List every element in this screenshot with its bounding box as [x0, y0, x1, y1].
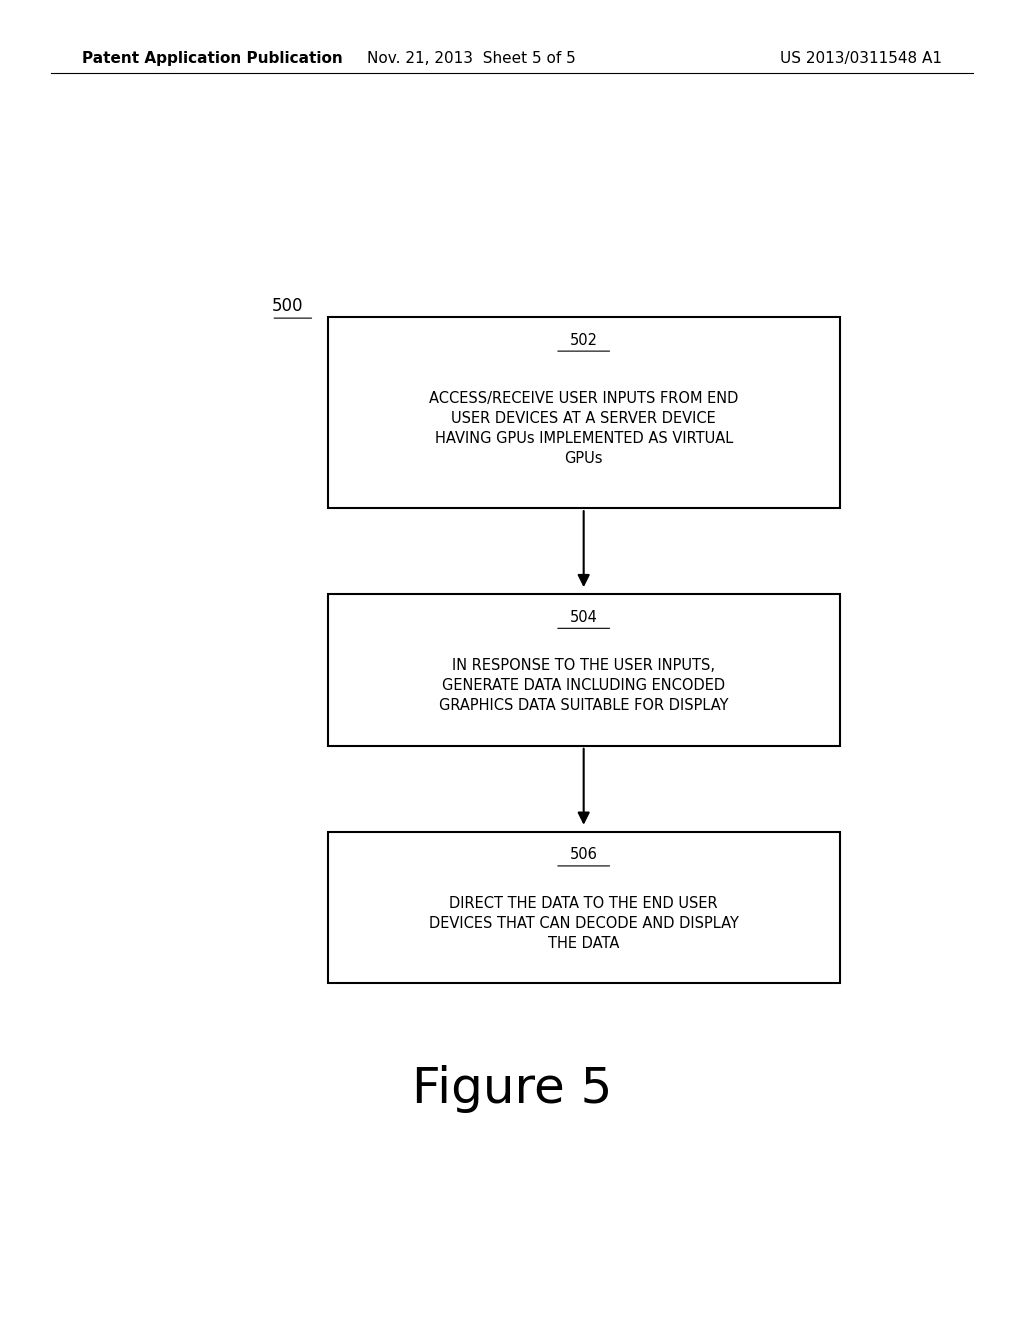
FancyBboxPatch shape	[328, 594, 840, 746]
Text: ACCESS/RECEIVE USER INPUTS FROM END
USER DEVICES AT A SERVER DEVICE
HAVING GPUs : ACCESS/RECEIVE USER INPUTS FROM END USER…	[429, 391, 738, 466]
Text: 504: 504	[569, 610, 598, 624]
Text: Figure 5: Figure 5	[412, 1065, 612, 1113]
Text: Patent Application Publication: Patent Application Publication	[82, 50, 343, 66]
Text: Nov. 21, 2013  Sheet 5 of 5: Nov. 21, 2013 Sheet 5 of 5	[367, 50, 575, 66]
Text: DIRECT THE DATA TO THE END USER
DEVICES THAT CAN DECODE AND DISPLAY
THE DATA: DIRECT THE DATA TO THE END USER DEVICES …	[429, 896, 738, 950]
Text: 500: 500	[271, 297, 303, 315]
Text: US 2013/0311548 A1: US 2013/0311548 A1	[780, 50, 942, 66]
Text: 506: 506	[569, 847, 598, 862]
Text: 502: 502	[569, 333, 598, 347]
FancyBboxPatch shape	[328, 832, 840, 983]
FancyBboxPatch shape	[328, 317, 840, 508]
Text: IN RESPONSE TO THE USER INPUTS,
GENERATE DATA INCLUDING ENCODED
GRAPHICS DATA SU: IN RESPONSE TO THE USER INPUTS, GENERATE…	[439, 659, 728, 713]
